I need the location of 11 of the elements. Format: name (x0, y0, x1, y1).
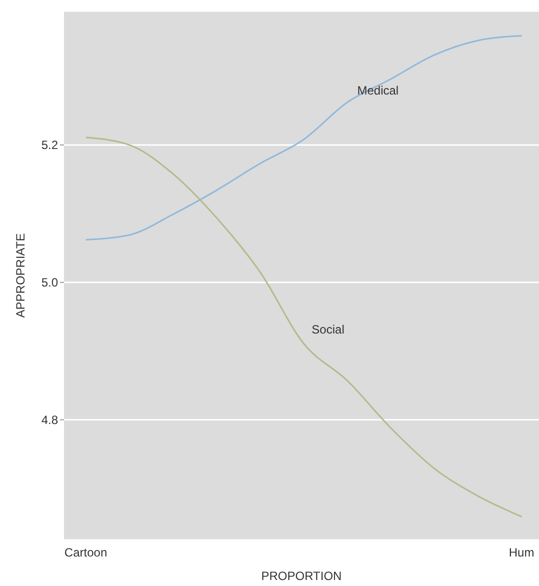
x-tick-label: Cartoon (64, 546, 108, 560)
series-label: Medical (357, 83, 399, 98)
series-label: Social (312, 322, 344, 337)
line-series (85, 136, 522, 518)
y-tick-label: 4.8 (41, 413, 58, 428)
line-series (85, 34, 522, 241)
x-tick-label: Hum (508, 546, 534, 560)
y-tick-label: 5.2 (41, 138, 58, 152)
y-tick-label: 5.0 (41, 276, 58, 290)
y-axis-title: APPROPRIATE (13, 233, 28, 318)
x-axis-title: PROPORTION (261, 569, 342, 583)
